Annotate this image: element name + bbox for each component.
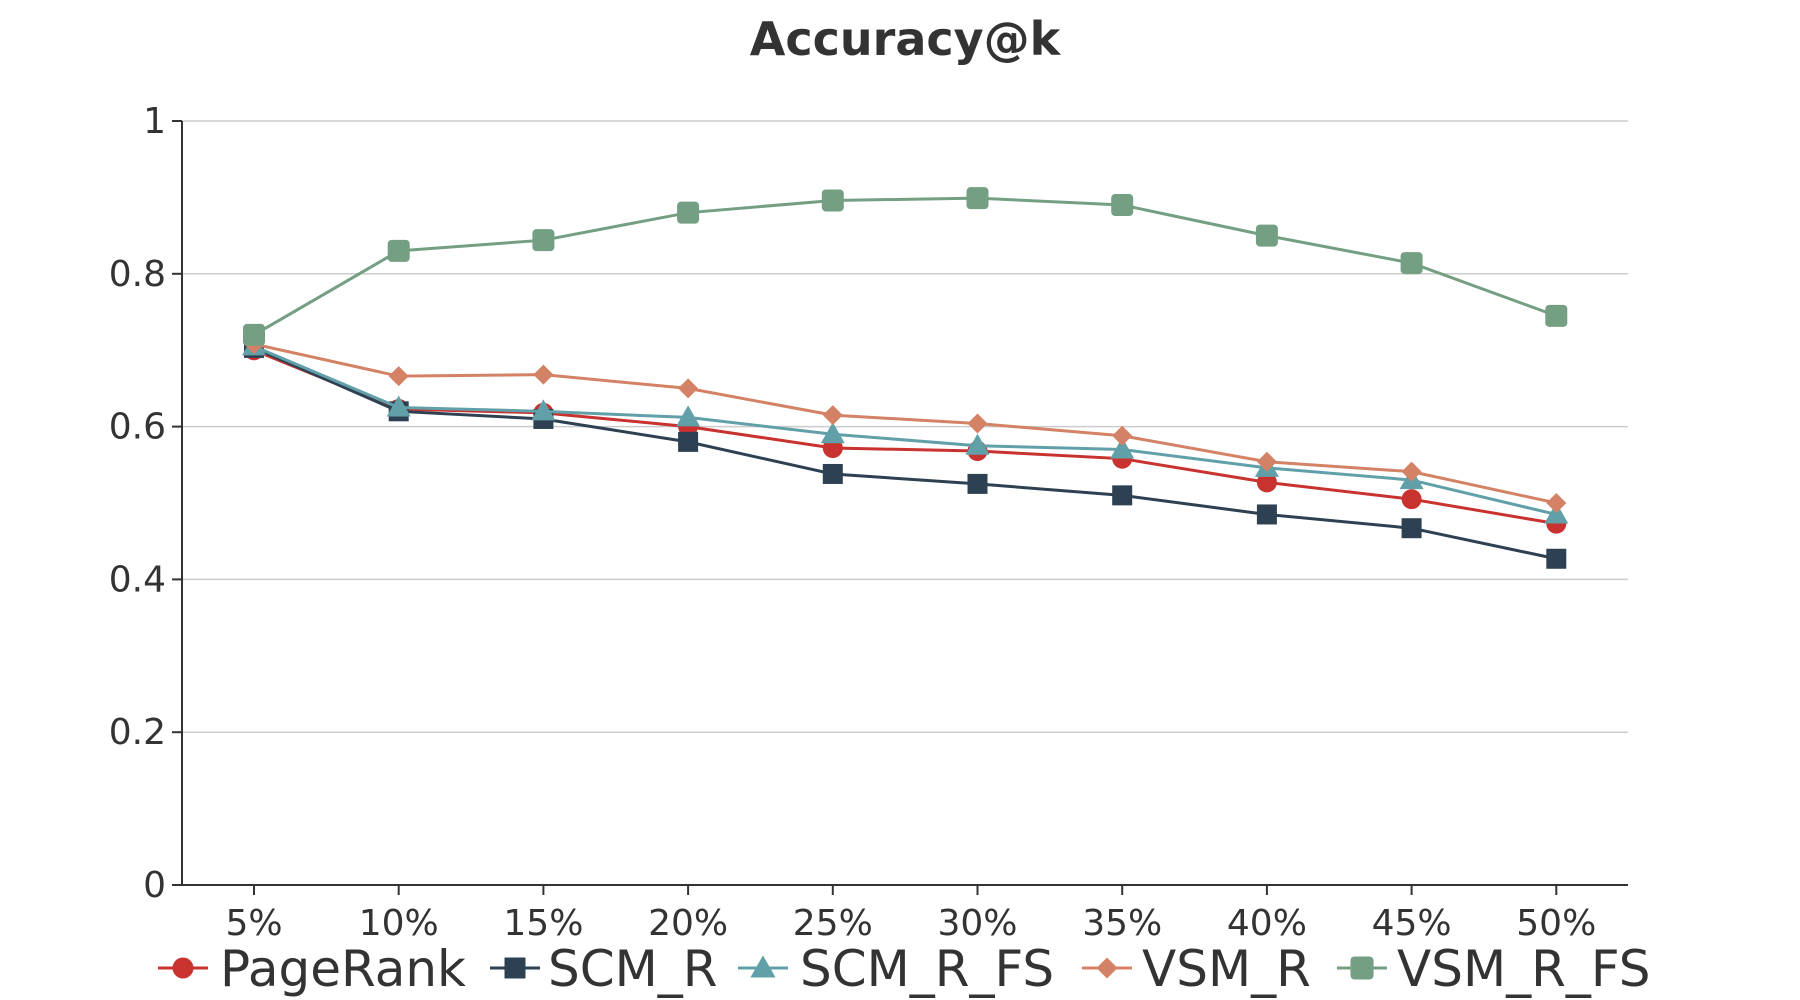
- data-point: [967, 413, 988, 434]
- x-tick-label: 10%: [359, 903, 439, 944]
- x-tick-label: 50%: [1516, 903, 1596, 944]
- data-point: [822, 463, 843, 484]
- legend-item-scm-r-fs: SCM_R_FS: [738, 940, 1054, 998]
- axes: 00.20.40.60.815% 10% 15% 20% 25% 30% 35% 40% 45%…: [109, 101, 1628, 944]
- legend-marker: [750, 955, 776, 978]
- data-point: [1546, 493, 1567, 513]
- data-point: [1112, 425, 1133, 446]
- legend-label: SCM_R: [548, 940, 718, 998]
- series-line: [253, 348, 1557, 526]
- data-point: [1545, 304, 1568, 327]
- data-point: [1111, 194, 1134, 217]
- data-point: [820, 422, 845, 444]
- y-tick-label: 0.8: [109, 254, 166, 295]
- data-point: [243, 323, 265, 346]
- data-point: [1256, 451, 1277, 472]
- legend-marker: [1350, 956, 1374, 980]
- legend-label: SCM_R_FS: [800, 940, 1054, 998]
- x-tick-label: 15%: [503, 903, 583, 944]
- series-vsm-r-fs: [243, 187, 1568, 346]
- legend: PageRank SCM_R SCM_R_FS VSM_R VSM_R_FS: [158, 940, 1650, 998]
- data-point: [678, 431, 699, 452]
- legend-label: VSM_R: [1142, 940, 1311, 998]
- series-layer: [242, 187, 1569, 569]
- data-point: [387, 239, 410, 262]
- data-point: [1255, 224, 1278, 247]
- series-line: [253, 346, 1557, 561]
- y-tick-label: 0: [143, 865, 166, 906]
- y-tick-label: 0.2: [109, 712, 166, 753]
- data-point: [966, 187, 989, 210]
- data-point: [1401, 518, 1422, 539]
- legend-marker: [504, 957, 526, 979]
- series-pagerank: [244, 340, 1567, 534]
- data-point: [1546, 548, 1567, 569]
- data-point: [678, 378, 699, 399]
- data-point: [533, 364, 554, 385]
- data-point: [1401, 489, 1422, 510]
- data-point: [965, 433, 990, 455]
- series-line: [253, 344, 1557, 516]
- x-tick-label: 40%: [1227, 903, 1307, 944]
- data-point: [967, 473, 988, 494]
- series-line: [253, 196, 1557, 337]
- legend-item-vsm-r-fs: VSM_R_FS: [1337, 940, 1650, 998]
- data-point: [1112, 485, 1133, 506]
- x-tick-label: 20%: [648, 903, 728, 944]
- data-point: [1110, 437, 1135, 459]
- data-point: [531, 399, 556, 421]
- legend-marker: [172, 957, 194, 979]
- y-tick-label: 1: [143, 101, 166, 142]
- data-point: [676, 405, 701, 427]
- legend-marker: [1096, 957, 1118, 979]
- series-line: [253, 342, 1557, 505]
- x-tick-label: 5%: [225, 903, 282, 944]
- data-point: [1256, 504, 1277, 525]
- y-tick-label: 0.4: [109, 559, 166, 600]
- data-point: [821, 189, 844, 212]
- legend-item-scm-r: SCM_R: [490, 940, 718, 998]
- x-tick-label: 35%: [1082, 903, 1162, 944]
- legend-label: VSM_R_FS: [1397, 940, 1650, 998]
- series-scm-r: [244, 337, 1567, 569]
- data-point: [1256, 472, 1277, 493]
- legend-item-pagerank: PageRank: [158, 940, 466, 998]
- chart-title: Accuracy@k: [750, 12, 1062, 66]
- data-point: [677, 201, 700, 224]
- x-tick-label: 30%: [937, 903, 1017, 944]
- x-tick-label: 25%: [793, 903, 873, 944]
- x-tick-label: 45%: [1372, 903, 1452, 944]
- gridlines: [182, 120, 1628, 733]
- series-vsm-r: [244, 334, 1567, 513]
- data-point: [1401, 461, 1422, 482]
- data-point: [532, 229, 555, 252]
- data-point: [1400, 252, 1423, 275]
- legend-item-vsm-r: VSM_R: [1082, 940, 1311, 998]
- data-point: [822, 405, 843, 426]
- data-point: [386, 395, 411, 417]
- legend-label: PageRank: [220, 940, 466, 998]
- y-tick-label: 0.6: [109, 407, 166, 448]
- data-point: [388, 366, 409, 387]
